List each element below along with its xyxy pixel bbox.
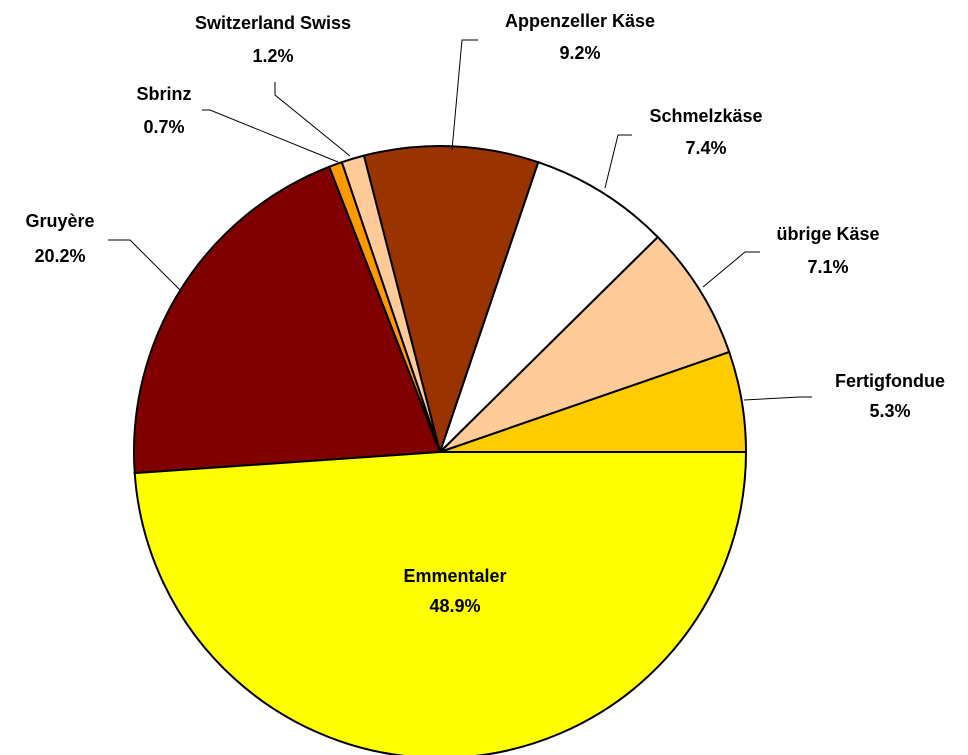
value-label: 9.2% xyxy=(559,43,600,63)
value-label: 0.7% xyxy=(143,117,184,137)
value-label: 7.1% xyxy=(807,257,848,277)
slice-label: Appenzeller Käse xyxy=(505,11,655,31)
leader-line xyxy=(202,109,339,163)
pie-slice xyxy=(133,165,442,475)
value-label: 48.9% xyxy=(429,596,480,616)
pie-slice xyxy=(362,145,540,456)
slice-label: Fertigfondue xyxy=(835,371,945,391)
slice-label: Gruyère xyxy=(25,211,94,231)
pie-slice xyxy=(439,235,731,453)
slice-label: Switzerland Swiss xyxy=(195,13,351,33)
slice-label: Emmentaler xyxy=(403,566,506,586)
pie-slice xyxy=(133,451,748,755)
value-label: 5.3% xyxy=(869,401,910,421)
pie-slice xyxy=(439,160,660,453)
slice-label: Sbrinz xyxy=(136,84,191,104)
value-label: 1.2% xyxy=(252,46,293,66)
slice-label: Schmelzkäse xyxy=(649,106,762,126)
slice-label: übrige Käse xyxy=(776,224,879,244)
leader-line xyxy=(604,134,632,189)
leader-line xyxy=(108,239,181,291)
leader-line xyxy=(274,82,351,157)
value-label: 7.4% xyxy=(685,138,726,158)
value-label: 20.2% xyxy=(34,246,85,266)
leader-line xyxy=(743,396,812,401)
leader-line xyxy=(451,39,478,151)
leader-line xyxy=(702,251,760,288)
